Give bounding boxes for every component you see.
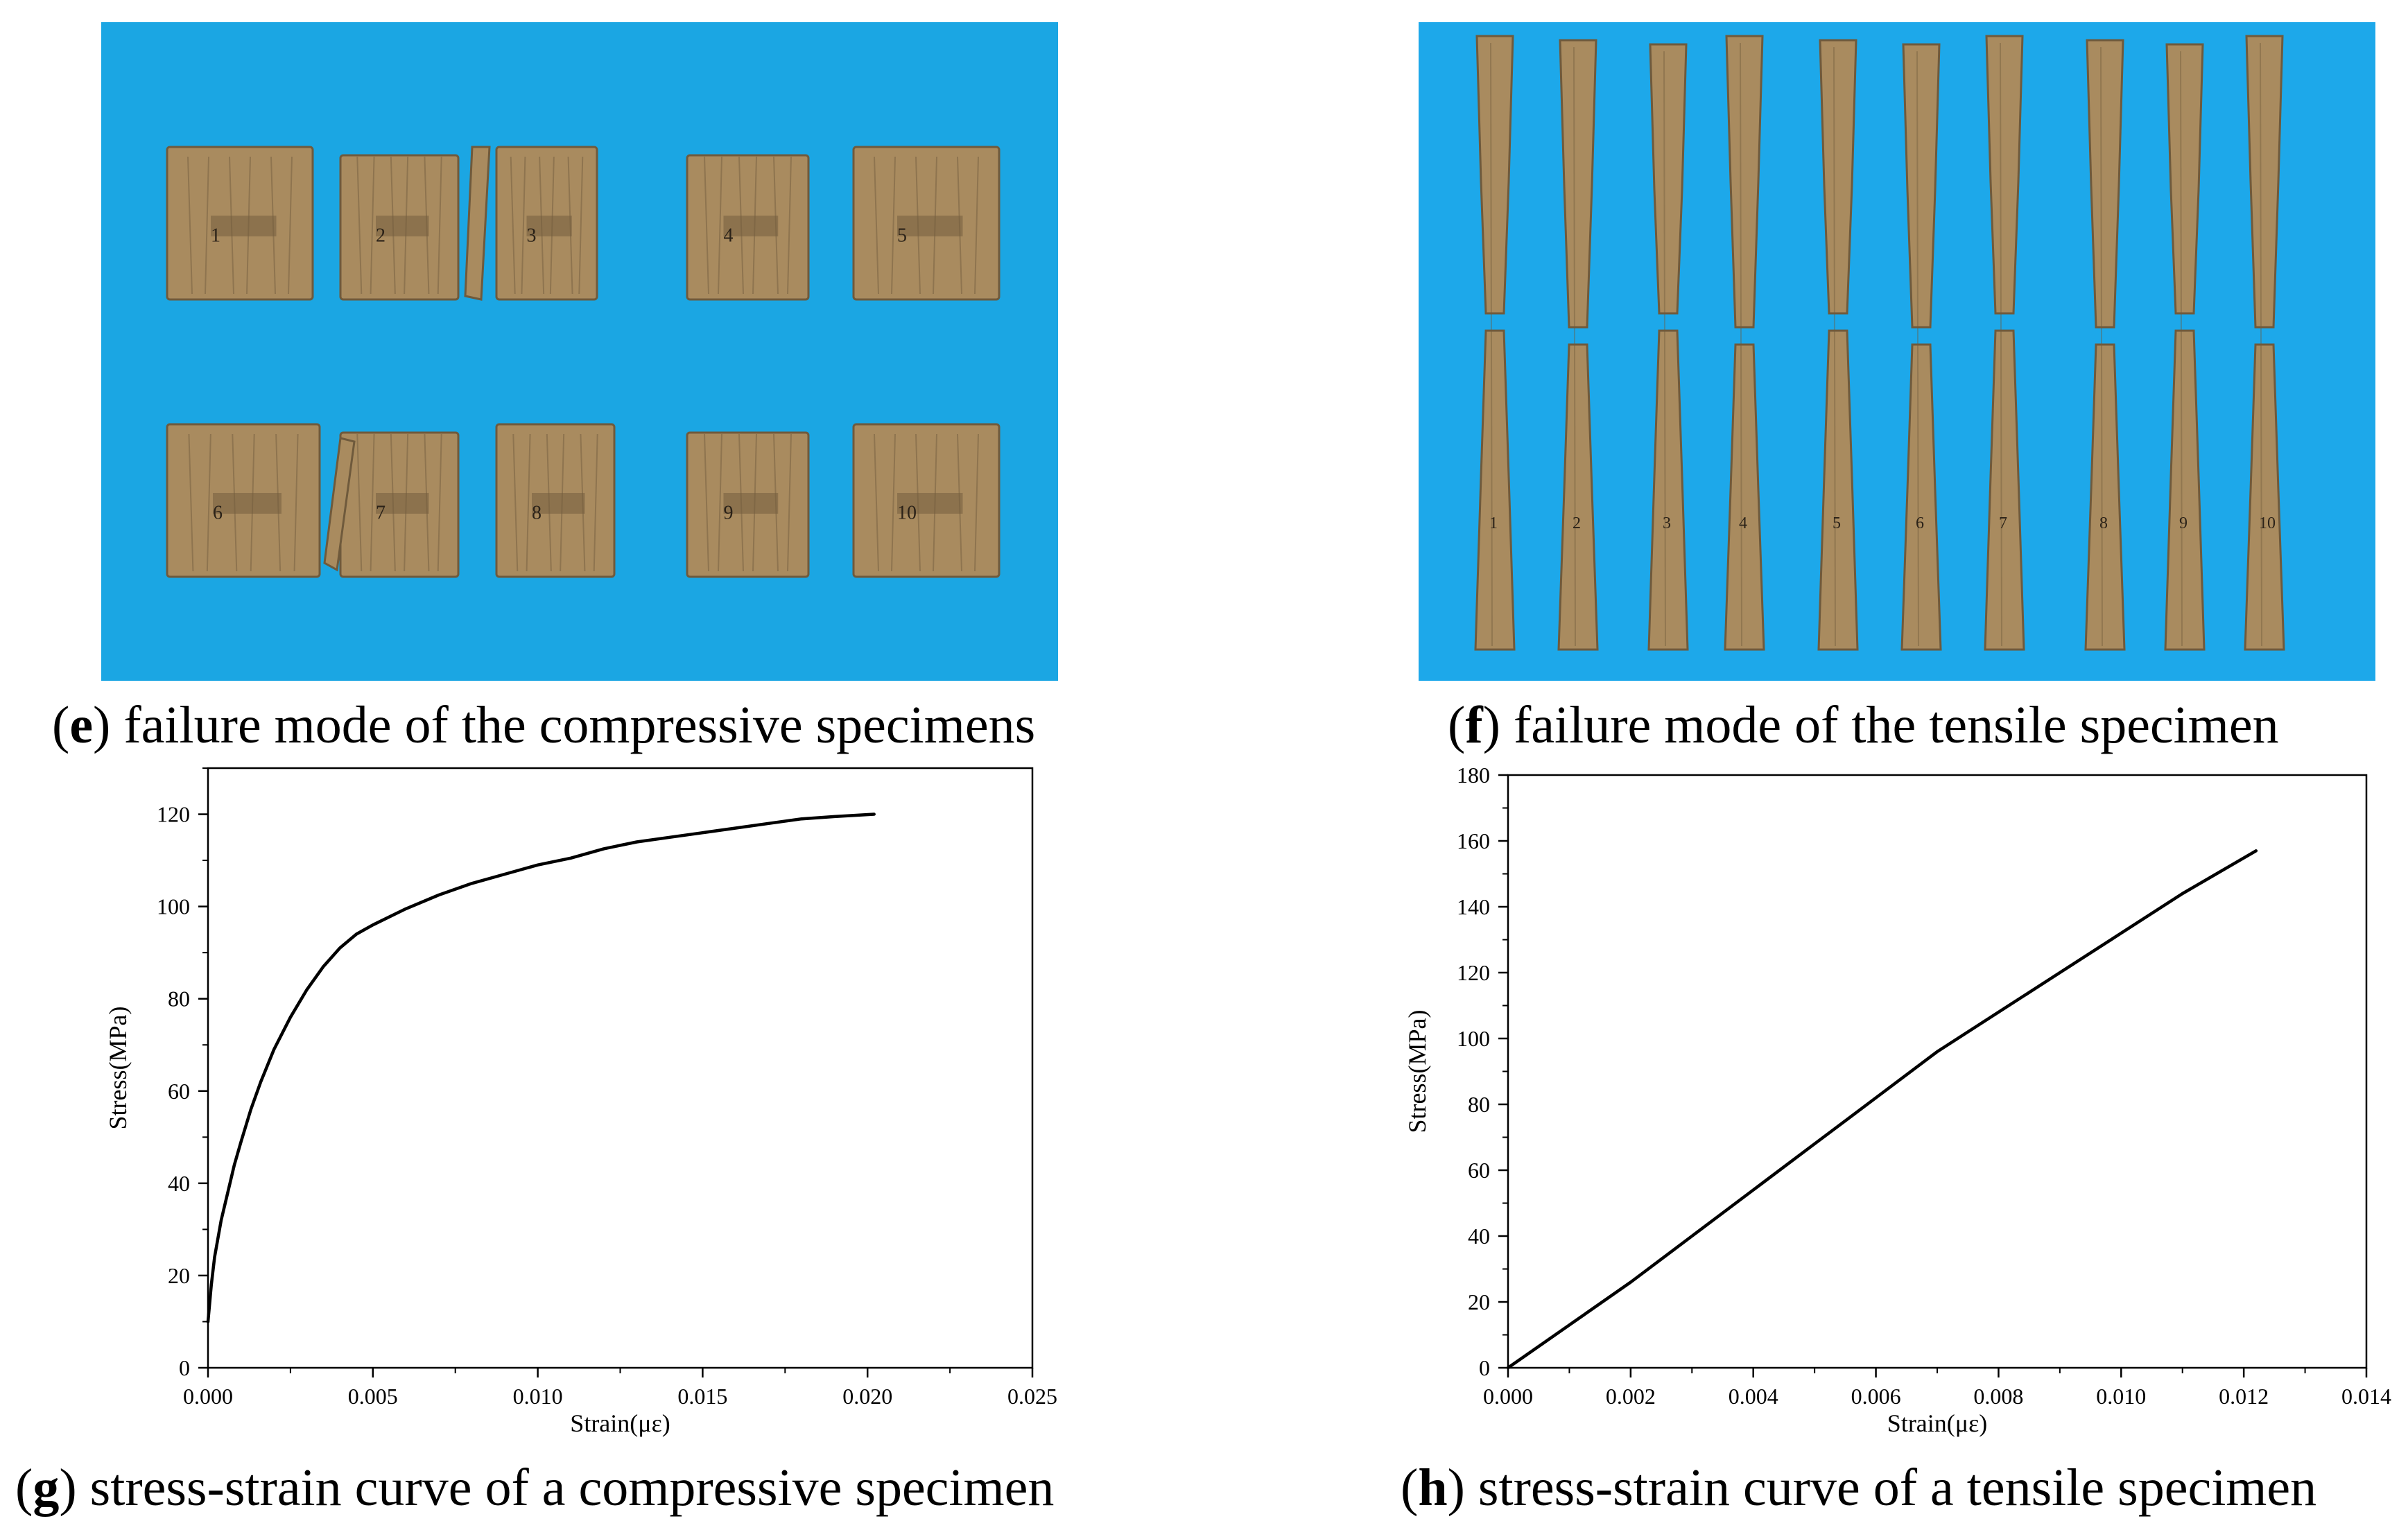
fracture-fragment [464, 146, 491, 301]
specimen-number-label: 1 [1489, 514, 1498, 532]
x-tick-label: 0.010 [2096, 1384, 2146, 1409]
caption-f-letter: f [1465, 696, 1483, 754]
y-tick-label: 100 [157, 894, 190, 919]
compressive-specimen: 3 [495, 146, 598, 301]
stress-strain-curve [206, 812, 876, 1323]
compressive-specimen: 7 [339, 431, 460, 578]
specimen-number-label: 5 [897, 225, 907, 246]
specimen-number-label: 8 [532, 502, 542, 523]
tensile-specimen: 1 [1474, 35, 1516, 651]
caption-g-text: stress-strain curve of a compressive spe… [76, 1459, 1055, 1517]
fracture-fragment [323, 437, 356, 572]
specimen-number-label: 2 [376, 225, 386, 246]
caption-e: (e) failure mode of the compressive spec… [52, 696, 1036, 754]
specimen-number-label: 6 [213, 502, 223, 523]
tensile-specimen: 8 [2084, 39, 2126, 651]
x-tick-label: 0.002 [1606, 1384, 1656, 1409]
plot-frame [207, 767, 1034, 1369]
compressive-specimen: 9 [686, 431, 810, 578]
y-axis-label: Stress(MPa) [1403, 1010, 1431, 1133]
specimen-number-label: 7 [376, 502, 386, 523]
compressive-specimen: 4 [686, 154, 810, 301]
caption-h: (h) stress-strain curve of a tensile spe… [1401, 1459, 2317, 1517]
compressive-specimen: 10 [852, 423, 1001, 578]
y-tick-label: 0 [179, 1355, 190, 1380]
compressive-specimen: 5 [852, 146, 1001, 301]
specimen-number-label: 2 [1573, 514, 1581, 532]
y-tick-label: 40 [1468, 1224, 1490, 1249]
x-tick-label: 0.004 [1729, 1384, 1778, 1409]
tensile-specimen: 7 [1984, 35, 2025, 651]
y-tick-label: 160 [1457, 828, 1490, 853]
tensile-specimen: 2 [1557, 39, 1599, 651]
tensile-specimen: 6 [1900, 43, 1942, 651]
caption-h-letter: h [1418, 1459, 1448, 1517]
tensile-specimen: 10 [2244, 35, 2285, 651]
y-tick-label: 60 [168, 1079, 190, 1104]
specimen-number-label: 10 [2259, 514, 2276, 532]
caption-e-letter: e [69, 696, 94, 754]
x-axis-label: Strain(με) [1887, 1409, 1987, 1437]
tensile-specimen: 4 [1724, 35, 1765, 651]
specimen-number-label: 4 [1739, 514, 1747, 532]
specimen-number-label: 10 [897, 502, 917, 523]
y-tick-label: 80 [1468, 1092, 1490, 1117]
caption-g-letter: g [33, 1459, 60, 1517]
specimen-number-label: 8 [2099, 514, 2108, 532]
y-tick-label: 140 [1457, 894, 1490, 919]
specimen-number-label: 9 [724, 502, 734, 523]
specimen-number-label: 3 [1663, 514, 1671, 532]
x-tick-label: 0.025 [1007, 1384, 1057, 1409]
y-tick-label: 60 [1468, 1158, 1490, 1183]
x-tick-label: 0.014 [2341, 1384, 2391, 1409]
tensile-specimen: 5 [1817, 39, 1859, 651]
specimen-number-label: 5 [1833, 514, 1841, 532]
tensile-specimen: 9 [2164, 43, 2206, 651]
x-tick-label: 0.012 [2219, 1384, 2269, 1409]
x-tick-label: 0.008 [1973, 1384, 2023, 1409]
y-tick-label: 40 [168, 1171, 190, 1196]
tensile-specimen: 3 [1647, 43, 1689, 651]
caption-g: (g) stress-strain curve of a compressive… [15, 1459, 1055, 1517]
x-tick-label: 0.005 [348, 1384, 398, 1409]
stress-strain-curve [1506, 849, 2258, 1370]
x-axis-label: Strain(με) [570, 1409, 670, 1437]
specimen-number-label: 7 [1999, 514, 2007, 532]
chart-tensile-stress-strain: 0.000 0.002 0.004 0.006 0.008 0.010 0.012 0.014… [1403, 763, 2391, 1437]
y-tick-label: 180 [1457, 763, 1490, 788]
compressive-specimen: 1 [166, 146, 314, 301]
y-tick-label: 80 [168, 986, 190, 1011]
y-tick-label: 20 [168, 1263, 190, 1288]
y-tick-label: 120 [157, 802, 190, 827]
x-tick-label: 0.020 [842, 1384, 892, 1409]
photo-tensile-specimens: 1 2 3 4 5 6 7 8 9 10 [1419, 22, 2375, 681]
compressive-specimen: 2 [339, 154, 460, 301]
chart-compressive-stress-strain: 0.000 0.005 0.010 0.015 0.020 0.025 0 20 40 60 80 1… [104, 767, 1057, 1437]
caption-e-text: failure mode of the compressive specimen… [110, 696, 1036, 754]
y-axis-label: Stress(MPa) [104, 1007, 132, 1130]
x-tick-label: 0.015 [677, 1384, 727, 1409]
compressive-specimen: 6 [166, 423, 321, 578]
specimen-number-label: 9 [2179, 514, 2188, 532]
caption-f: (f) failure mode of the tensile specimen [1448, 696, 2279, 754]
x-tick-label: 0.006 [1851, 1384, 1901, 1409]
caption-h-text: stress-strain curve of a tensile specime… [1464, 1459, 2317, 1517]
specimen-number-label: 4 [724, 225, 734, 246]
caption-f-text: failure mode of the tensile specimen [1500, 696, 2279, 754]
photo-compressive-specimens: 1 2 3 4 5 6 7 8 9 10 [101, 22, 1058, 681]
y-tick-label: 100 [1457, 1026, 1490, 1051]
x-tick-label: 0.000 [183, 1384, 233, 1409]
specimen-number-label: 1 [211, 225, 220, 246]
x-tick-label: 0.000 [1483, 1384, 1533, 1409]
y-tick-label: 0 [1479, 1355, 1490, 1380]
specimen-number-label: 3 [527, 225, 537, 246]
specimen-number-label: 6 [1916, 514, 1924, 532]
y-tick-label: 20 [1468, 1289, 1490, 1314]
compressive-specimen: 8 [495, 423, 616, 578]
y-tick-label: 120 [1457, 960, 1490, 985]
x-tick-label: 0.010 [513, 1384, 563, 1409]
